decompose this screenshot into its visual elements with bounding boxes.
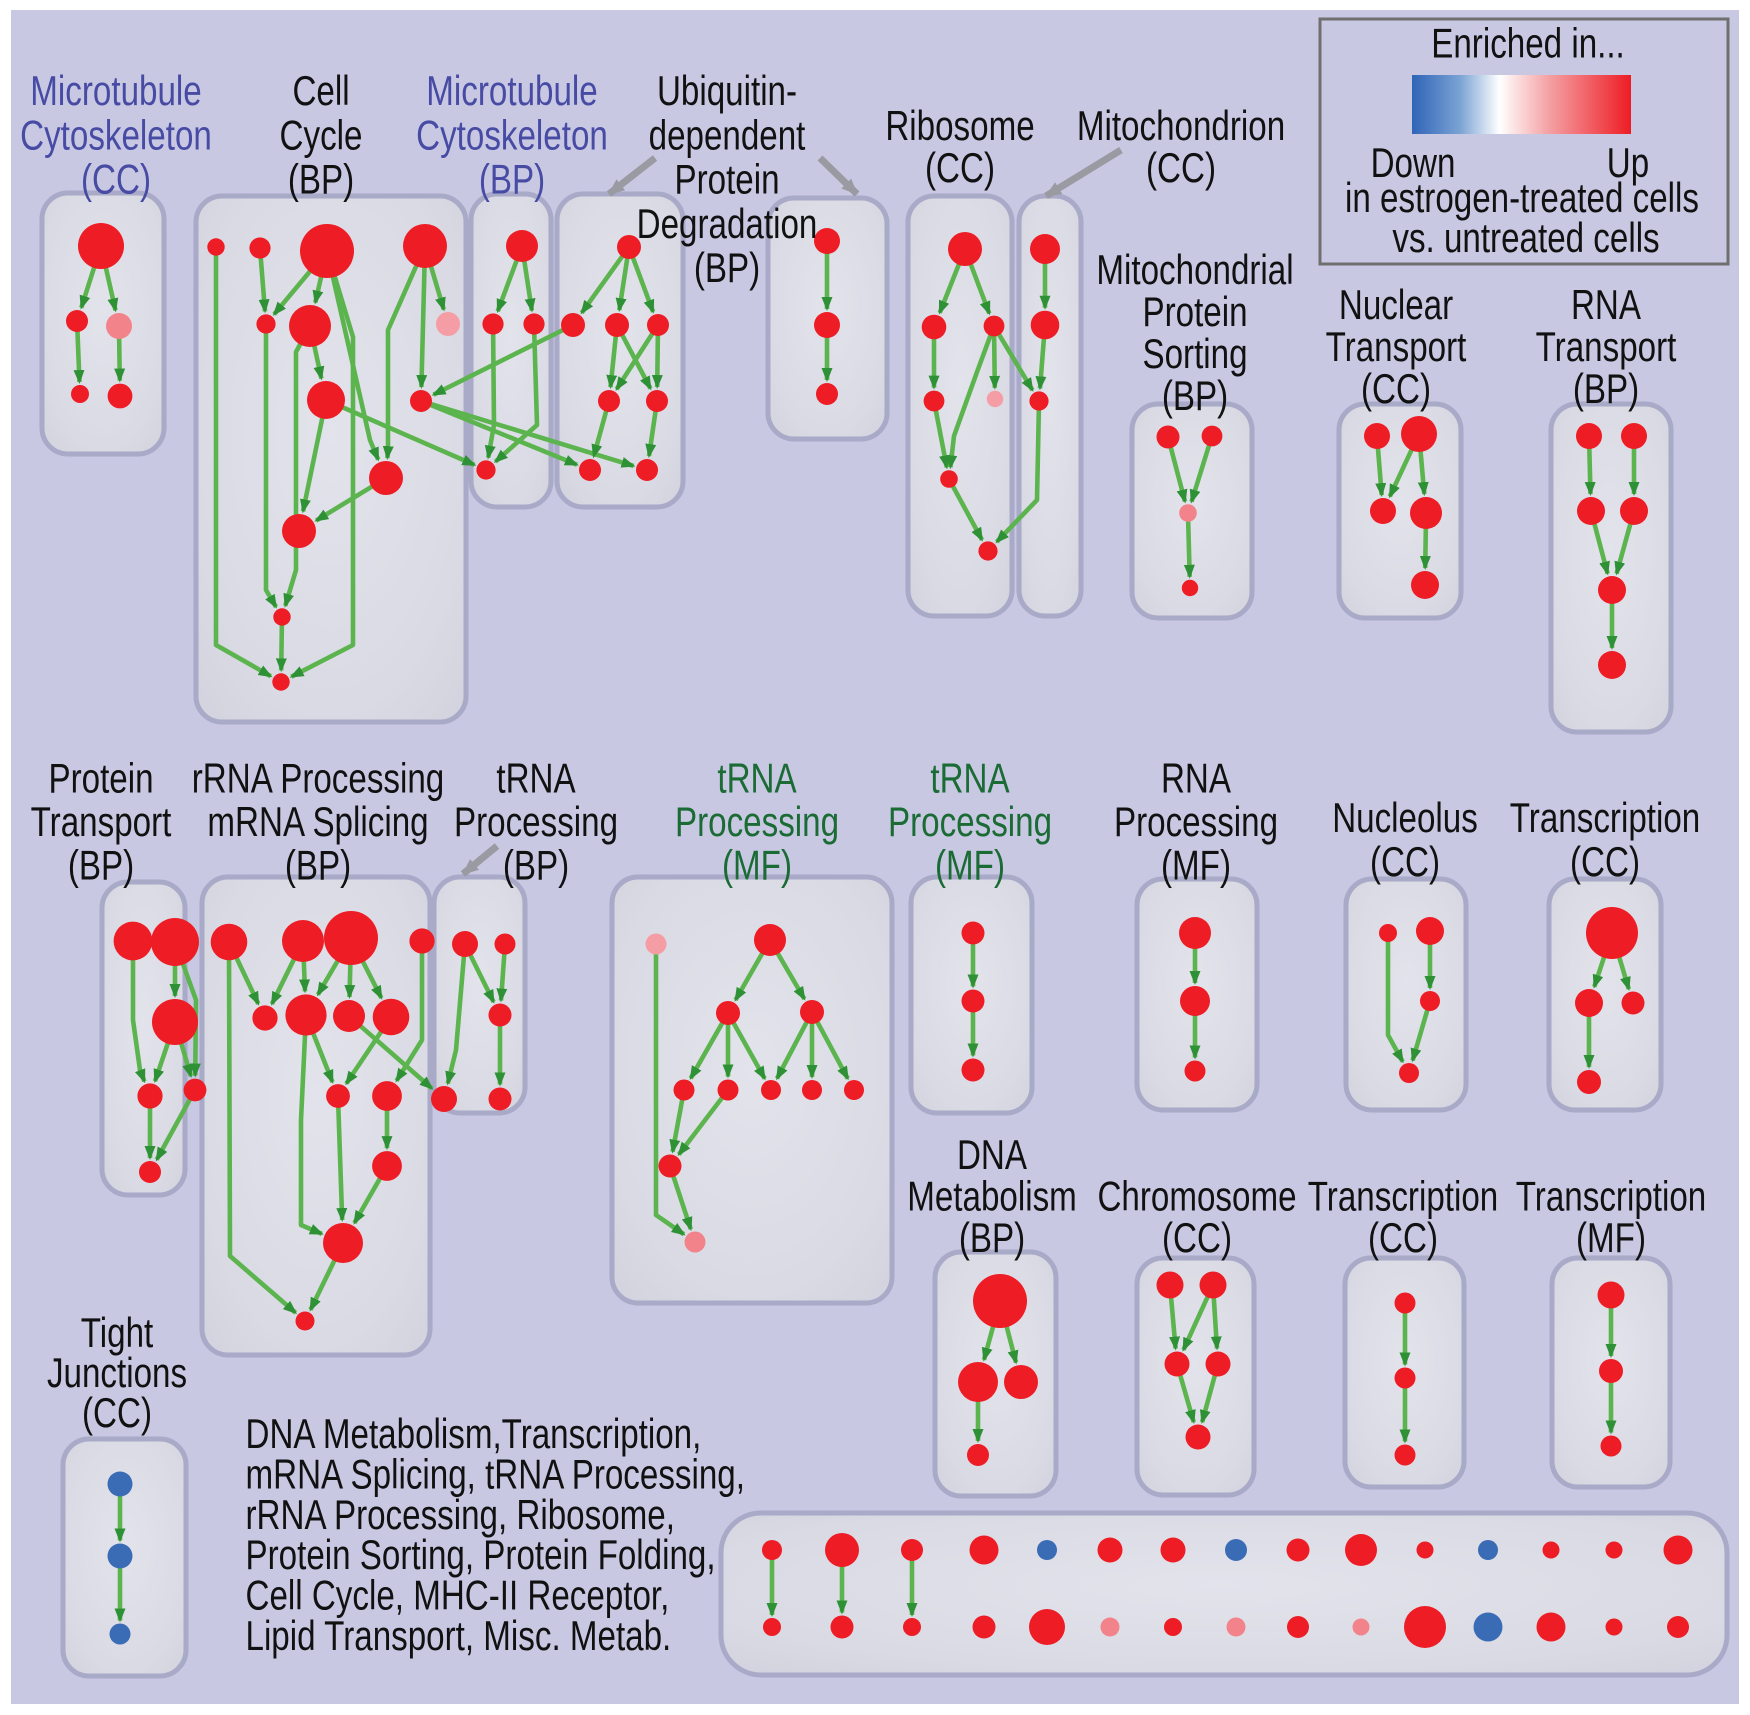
svg-text:(MF): (MF) bbox=[722, 843, 792, 890]
svg-text:Ribosome: Ribosome bbox=[885, 103, 1034, 150]
svg-text:(CC): (CC) bbox=[1370, 839, 1440, 886]
svg-text:Processing: Processing bbox=[454, 799, 618, 846]
svg-text:(BP): (BP) bbox=[68, 843, 134, 890]
svg-text:Microtubule: Microtubule bbox=[30, 68, 201, 115]
svg-text:(BP): (BP) bbox=[1573, 366, 1639, 413]
svg-text:Mitochondrial: Mitochondrial bbox=[1096, 247, 1293, 294]
svg-text:(MF): (MF) bbox=[1161, 843, 1231, 890]
svg-text:(MF): (MF) bbox=[935, 843, 1005, 890]
svg-text:Chromosome: Chromosome bbox=[1097, 1174, 1296, 1221]
svg-text:(BP): (BP) bbox=[694, 246, 760, 293]
svg-text:Transport: Transport bbox=[31, 799, 172, 846]
svg-text:Microtubule: Microtubule bbox=[426, 68, 597, 115]
svg-text:Junctions: Junctions bbox=[47, 1350, 187, 1397]
svg-text:mRNA Splicing: mRNA Splicing bbox=[207, 799, 428, 846]
svg-text:Up: Up bbox=[1607, 140, 1649, 187]
svg-text:Processing: Processing bbox=[1114, 799, 1278, 846]
svg-text:tRNA: tRNA bbox=[717, 756, 797, 803]
svg-text:tRNA: tRNA bbox=[930, 756, 1010, 803]
svg-text:Protein: Protein bbox=[1142, 289, 1247, 336]
svg-text:Metabolism: Metabolism bbox=[907, 1174, 1077, 1221]
svg-text:Mitochondrion: Mitochondrion bbox=[1077, 103, 1285, 150]
svg-text:(CC): (CC) bbox=[1146, 145, 1216, 192]
svg-text:tRNA: tRNA bbox=[496, 756, 576, 803]
svg-text:(CC): (CC) bbox=[1368, 1215, 1438, 1262]
svg-text:mRNA Splicing, tRNA Processing: mRNA Splicing, tRNA Processing, bbox=[246, 1452, 745, 1499]
svg-text:in estrogen-treated cells: in estrogen-treated cells bbox=[1345, 175, 1699, 222]
svg-text:RNA: RNA bbox=[1571, 282, 1642, 329]
svg-text:Down: Down bbox=[1371, 140, 1456, 187]
svg-text:Cycle: Cycle bbox=[280, 113, 363, 160]
svg-text:Degradation: Degradation bbox=[637, 201, 818, 248]
svg-text:DNA: DNA bbox=[957, 1132, 1028, 1179]
svg-text:Cell: Cell bbox=[292, 68, 349, 115]
svg-text:(CC): (CC) bbox=[1361, 366, 1431, 413]
svg-text:Ubiquitin-: Ubiquitin- bbox=[657, 68, 797, 115]
svg-text:rRNA Processing, Ribosome,: rRNA Processing, Ribosome, bbox=[246, 1492, 675, 1539]
svg-text:Nucleolus: Nucleolus bbox=[1332, 795, 1478, 842]
svg-text:DNA Metabolism,Transcription,: DNA Metabolism,Transcription, bbox=[246, 1411, 702, 1458]
svg-text:Enriched in...: Enriched in... bbox=[1431, 21, 1625, 68]
svg-text:(BP): (BP) bbox=[288, 157, 354, 204]
svg-text:(BP): (BP) bbox=[479, 157, 545, 204]
svg-text:(CC): (CC) bbox=[925, 145, 995, 192]
svg-text:Cytoskeleton: Cytoskeleton bbox=[20, 113, 212, 160]
svg-text:Transport: Transport bbox=[1536, 324, 1677, 371]
svg-text:(CC): (CC) bbox=[82, 1390, 152, 1437]
svg-text:(BP): (BP) bbox=[959, 1215, 1025, 1262]
svg-text:Transport: Transport bbox=[1326, 324, 1467, 371]
svg-text:vs. untreated cells: vs. untreated cells bbox=[1392, 215, 1659, 262]
svg-text:dependent: dependent bbox=[649, 113, 806, 160]
svg-text:Transcription: Transcription bbox=[1510, 795, 1700, 842]
svg-text:Transcription: Transcription bbox=[1308, 1174, 1498, 1221]
svg-text:Cytoskeleton: Cytoskeleton bbox=[416, 113, 608, 160]
svg-text:(BP): (BP) bbox=[285, 843, 351, 890]
svg-text:RNA: RNA bbox=[1161, 756, 1232, 803]
svg-text:Tight: Tight bbox=[81, 1310, 154, 1357]
svg-text:(CC): (CC) bbox=[81, 157, 151, 204]
svg-text:(CC): (CC) bbox=[1162, 1215, 1232, 1262]
svg-text:Cell Cycle, MHC-II Receptor,: Cell Cycle, MHC-II Receptor, bbox=[246, 1573, 670, 1620]
svg-text:Processing: Processing bbox=[675, 799, 839, 846]
svg-text:(BP): (BP) bbox=[1162, 373, 1228, 420]
svg-text:Protein: Protein bbox=[674, 157, 779, 204]
svg-text:Protein: Protein bbox=[48, 756, 153, 803]
svg-text:(CC): (CC) bbox=[1570, 839, 1640, 886]
svg-text:(BP): (BP) bbox=[503, 843, 569, 890]
svg-text:Transcription: Transcription bbox=[1516, 1174, 1706, 1221]
svg-text:Sorting: Sorting bbox=[1142, 331, 1247, 378]
svg-text:rRNA Processing: rRNA Processing bbox=[192, 756, 444, 803]
svg-text:Lipid Transport, Misc. Metab.: Lipid Transport, Misc. Metab. bbox=[246, 1613, 672, 1660]
svg-text:Nuclear: Nuclear bbox=[1339, 282, 1453, 329]
svg-text:(MF): (MF) bbox=[1576, 1215, 1646, 1262]
svg-text:Processing: Processing bbox=[888, 799, 1052, 846]
svg-text:Protein Sorting, Protein Foldi: Protein Sorting, Protein Folding, bbox=[246, 1533, 716, 1580]
